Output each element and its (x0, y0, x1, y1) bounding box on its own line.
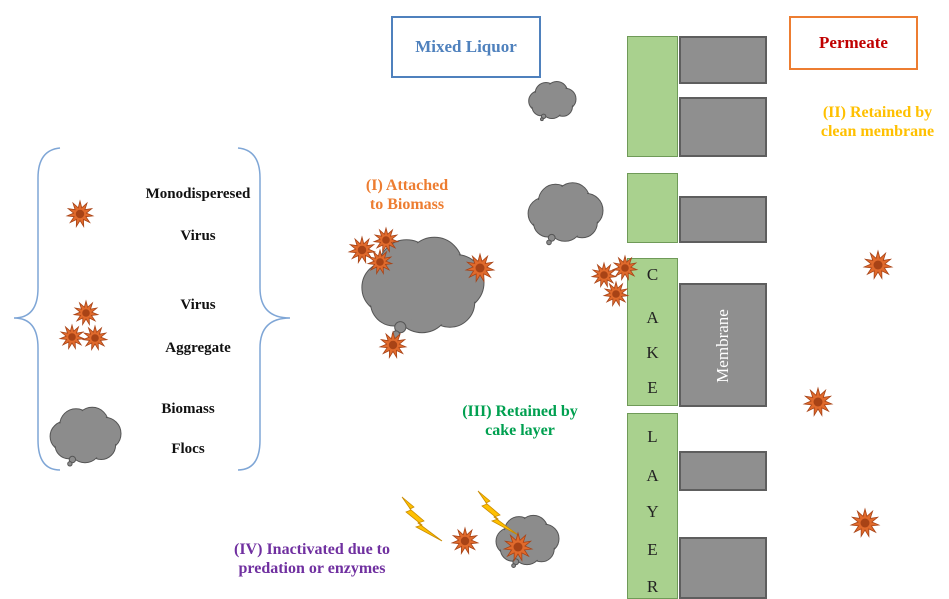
virus-icon (372, 226, 400, 253)
cake-letter: A (646, 466, 659, 485)
cake-layer-segment-4 (627, 413, 678, 599)
membrane-block (679, 97, 767, 157)
attached-line2: to Biomass (369, 196, 445, 213)
legend-aggregate-line2: Aggregate (165, 340, 231, 356)
virus-icon (590, 261, 618, 288)
clean-membrane-label: (II) Retained by clean membrane (806, 103, 949, 141)
membrane-block (679, 283, 767, 407)
cake-letter: R (646, 577, 659, 596)
biomass-floc-icon (495, 514, 560, 568)
virus-icon (347, 235, 377, 264)
cake-letter: L (647, 427, 658, 446)
cake-layer-label: (III) Retained by cake layer (450, 402, 590, 440)
virus-icon (366, 248, 394, 275)
legend-monodispersed-line2: Virus (180, 228, 216, 244)
virus-icon (802, 386, 834, 417)
virus-icon (81, 324, 109, 351)
membrane-block (679, 537, 767, 599)
virus-icon (378, 330, 408, 359)
mixed-liquor-box: Mixed Liquor (391, 16, 541, 78)
virus-icon (502, 531, 534, 562)
permeate-label: Permeate (819, 33, 888, 52)
lightning-icon (401, 496, 443, 542)
attached-to-biomass-label: (I) Attached to Biomass (352, 176, 462, 214)
inactivated-label: (IV) Inactivated due to predation or enz… (212, 540, 412, 578)
cake-letter: Y (646, 502, 659, 521)
virus-icon (464, 252, 496, 283)
cake-letter: K (646, 343, 659, 362)
mixed-liquor-label: Mixed Liquor (415, 37, 517, 56)
cake-letter: C (646, 265, 659, 284)
membrane-block (679, 451, 767, 491)
cake-layer-line1: (III) Retained by (462, 403, 578, 420)
membrane-label-wrap: Membrane (681, 285, 765, 407)
cake-layer-segment-1 (627, 36, 678, 157)
virus-icon (65, 199, 95, 228)
cake-layer-segment-3 (627, 258, 678, 406)
virus-icon (849, 507, 881, 538)
lightning-icon (477, 490, 519, 536)
cake-layer-line2: cake layer (485, 422, 555, 439)
virus-icon (72, 299, 100, 326)
membrane-block (679, 36, 767, 84)
membrane-label: Membrane (712, 309, 732, 383)
virus-icon (862, 249, 894, 280)
virus-icon (602, 280, 630, 307)
membrane-block (679, 196, 767, 243)
legend-aggregate-line1: Virus (180, 297, 216, 313)
cake-letter: E (647, 540, 658, 559)
biomass-floc-icon (49, 406, 122, 467)
biomass-floc-icon (527, 182, 604, 246)
inactivated-line2: predation or enzymes (238, 560, 386, 577)
biomass-floc-icon (528, 81, 577, 122)
cake-letter: A (646, 308, 659, 327)
cake-layer-segment-2 (627, 173, 678, 243)
inactivated-line1: (IV) Inactivated due to (234, 541, 390, 558)
clean-membrane-line1: (II) Retained by (822, 104, 933, 121)
biomass-floc-icon (361, 236, 485, 339)
permeate-box: Permeate (789, 16, 918, 70)
attached-line1: (I) Attached (365, 177, 449, 194)
legend-monodispersed-line1: Monodisperesed (145, 186, 251, 202)
legend-biomass-line1: Biomass (161, 401, 215, 417)
legend-biomass-line2: Flocs (171, 441, 205, 457)
clean-membrane-line2: clean membrane (820, 123, 935, 140)
virus-icon (450, 526, 480, 555)
virus-icon (58, 323, 86, 350)
cake-letter: E (647, 378, 658, 397)
